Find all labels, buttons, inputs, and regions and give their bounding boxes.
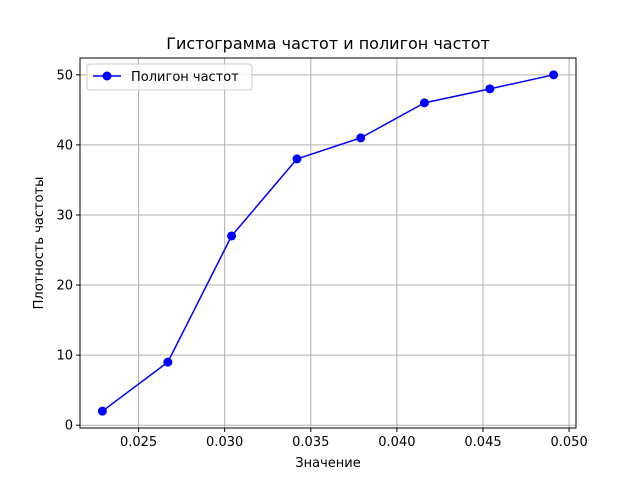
y-tick-label: 40 bbox=[56, 138, 73, 153]
data-point bbox=[549, 70, 559, 80]
x-tick-label: 0.025 bbox=[120, 435, 157, 450]
data-point bbox=[419, 98, 429, 108]
y-tick-label: 30 bbox=[56, 208, 73, 223]
y-tick-label: 0 bbox=[65, 419, 73, 434]
data-point bbox=[356, 133, 366, 143]
legend-marker-sample bbox=[102, 71, 112, 81]
y-axis-label: Плотность частоты bbox=[32, 177, 47, 310]
x-tick-label: 0.035 bbox=[292, 435, 329, 450]
legend: Полигон частот bbox=[86, 63, 253, 91]
y-tick-label: 50 bbox=[56, 68, 73, 83]
legend-box bbox=[86, 63, 253, 91]
data-point bbox=[227, 231, 237, 241]
x-tick-label: 0.030 bbox=[206, 435, 243, 450]
plot-area-frame bbox=[79, 57, 577, 429]
grid bbox=[80, 58, 576, 428]
plot-data bbox=[97, 70, 559, 416]
series-line bbox=[101, 74, 554, 412]
data-point bbox=[97, 406, 107, 416]
chart-title: Гистограмма частот и полигон частот bbox=[166, 34, 490, 53]
x-tick-label: 0.045 bbox=[464, 435, 501, 450]
axis-ticks: 0.025 0.030 0.035 0.040 0.045 0.050 0 10 20 30 40 5… bbox=[56, 68, 587, 450]
x-tick-label: 0.040 bbox=[378, 435, 415, 450]
x-axis-label: Значение bbox=[295, 456, 360, 471]
x-tick-label: 0.050 bbox=[551, 435, 588, 450]
data-point bbox=[485, 84, 495, 94]
legend-label: Полигон частот bbox=[131, 70, 239, 85]
y-tick-label: 10 bbox=[56, 349, 73, 364]
y-tick-label: 20 bbox=[56, 279, 73, 294]
data-point bbox=[163, 357, 173, 367]
data-point bbox=[292, 154, 302, 164]
